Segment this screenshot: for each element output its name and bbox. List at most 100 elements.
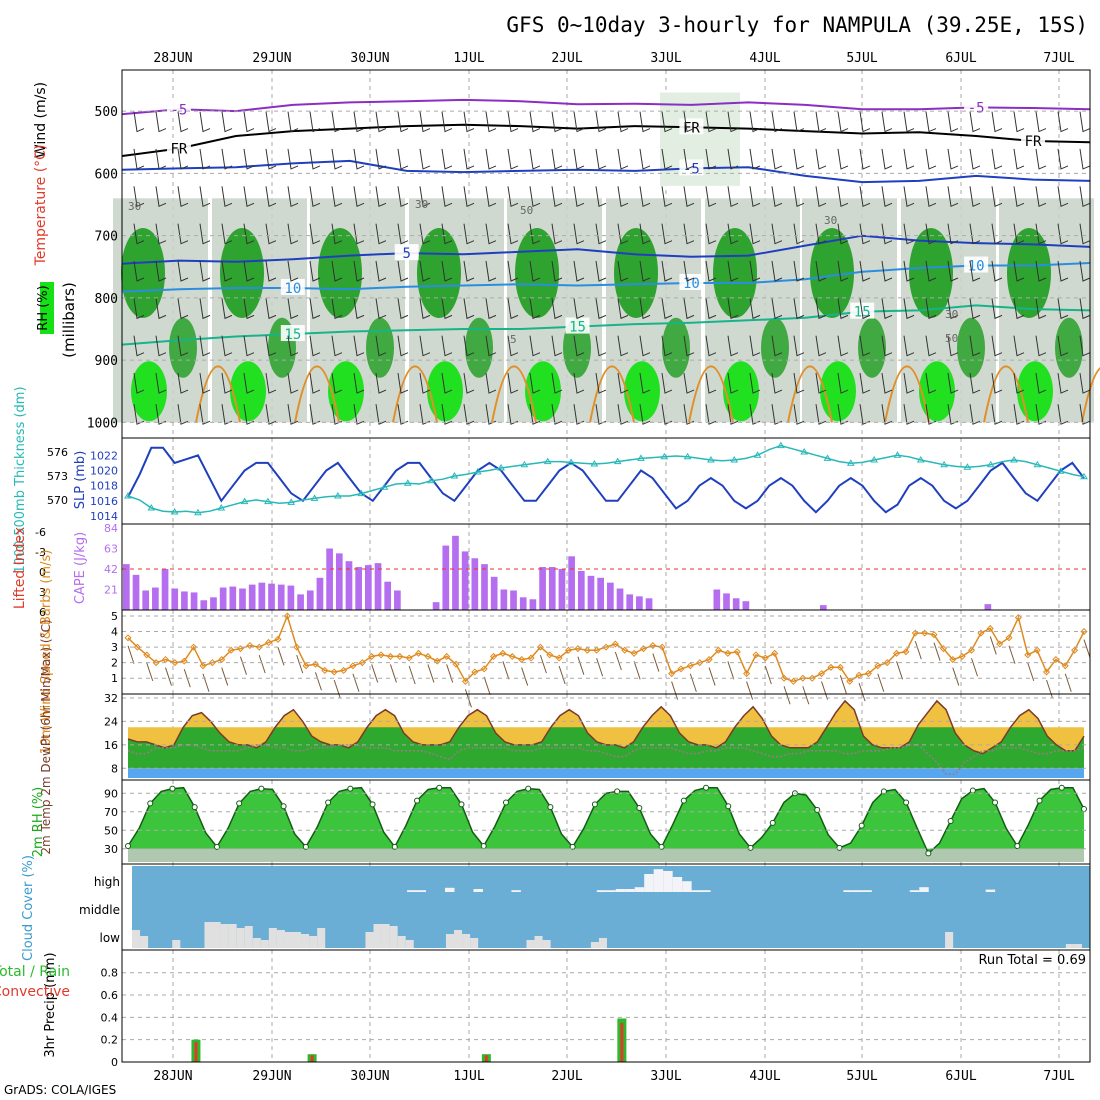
wind-barb [903,373,915,394]
credit-label: GrADS: COLA/IGES [4,1083,116,1097]
cloud-low-bar [268,928,277,948]
wind-barb-10m [314,672,322,691]
thickness-marker [543,457,552,465]
wind-barb [1079,186,1091,208]
rh-contour-label: 30 [945,308,958,321]
wind-speed-marker [171,659,179,667]
wind-speed-marker [883,659,891,667]
cloud-low-bar [373,924,382,948]
wind-barb [639,148,651,170]
cloud-low-bar [228,924,237,948]
wind-barb [243,335,255,357]
cape-bar [607,582,614,610]
wind-barb [441,148,453,170]
wind-speed-marker [630,649,638,657]
wind-speed-marker [218,656,226,664]
cloud-high-bar [852,890,863,892]
wind-barb [859,148,871,170]
wind-barb [705,260,717,282]
contour-label-bg [964,98,989,115]
wind-barb [1079,260,1091,282]
wind-speed-marker [396,652,404,660]
cloud-low-bar [284,932,294,948]
wind-barb [463,223,475,245]
wind-barb [749,335,761,357]
wind-barb-10m [296,654,304,674]
cloud-low-bar [1065,944,1074,948]
wind-barb [309,186,321,208]
wind-barb [265,186,277,208]
cloud-low-bar [598,938,607,948]
cloud-low-bar [309,936,318,948]
wind-speed-marker [321,666,329,674]
wind-barb [661,260,673,282]
cape-bar [587,575,595,610]
cloud-low-bar [397,936,406,948]
wind-speed-marker [855,671,863,679]
wind-barb [287,298,299,320]
wind-barb [771,148,783,170]
wind-barb-10m [596,658,604,677]
wind-barb [903,260,915,282]
wind-barb [1035,260,1047,282]
wind-barb [309,373,321,394]
wind-barb [1057,373,1069,394]
wind-barb [947,373,959,394]
cape-bar [335,553,343,610]
wind-speed-marker [152,659,160,667]
wind-barb [683,373,695,394]
thickness-marker [357,489,366,497]
wind-barb [639,223,651,245]
y-tick-label: 1000 [87,416,118,431]
wind-barb-10m [989,636,997,655]
temp-contour-warm [983,365,1029,423]
wind-barb [947,223,959,245]
wind-barb [617,298,629,320]
wind-barb [595,298,607,320]
rh-contour-label: 50 [945,332,958,345]
rh-marker [125,842,131,849]
rh-marker [414,797,421,804]
wind-barb [925,260,937,282]
wind-barb [837,148,849,170]
x-tick-label-top: 2JUL [551,51,582,66]
temp-contour-warm [688,365,734,423]
cape-bar [200,600,208,610]
x-tick-label-bottom: 5JUL [846,1069,877,1084]
wind-barb [1057,260,1069,282]
wind-barb [309,148,321,170]
rh-green-area [169,317,197,378]
wind-barb [727,404,739,425]
wind-barb [1057,223,1069,245]
wind-speed-marker [874,662,882,670]
thickness-marker [380,483,389,490]
wind-barb-10m [858,682,866,702]
precip-convective-bar [194,1041,198,1062]
wind-barb [683,186,695,208]
wind-speed-marker [1005,634,1013,642]
cape-bar [161,569,169,610]
temp-area-warm [128,700,1084,754]
wind-barb [771,260,783,282]
wind-barb [595,373,607,394]
x-tick-label-bottom: 28JUN [153,1069,192,1084]
wind-barb [397,373,409,394]
wind-barb [419,186,431,208]
x-tick-label-bottom: 7JUL [1043,1069,1074,1084]
wind-barb [265,335,277,357]
rh-marker [658,843,665,850]
wind-barb [837,335,849,357]
wind-barb [309,111,321,133]
thickness-marker [240,497,249,505]
wind-barb [1035,223,1047,245]
wind-speed-marker [199,662,207,670]
cape-bar [636,596,643,610]
wind-speed-marker [593,646,601,654]
wind-barb [1057,298,1069,320]
rh-marker [280,803,287,810]
wind-barb-10m [689,673,697,692]
temp-band-cold [128,768,1084,778]
wind-barb [309,298,321,320]
wind-speed-marker [958,652,966,660]
